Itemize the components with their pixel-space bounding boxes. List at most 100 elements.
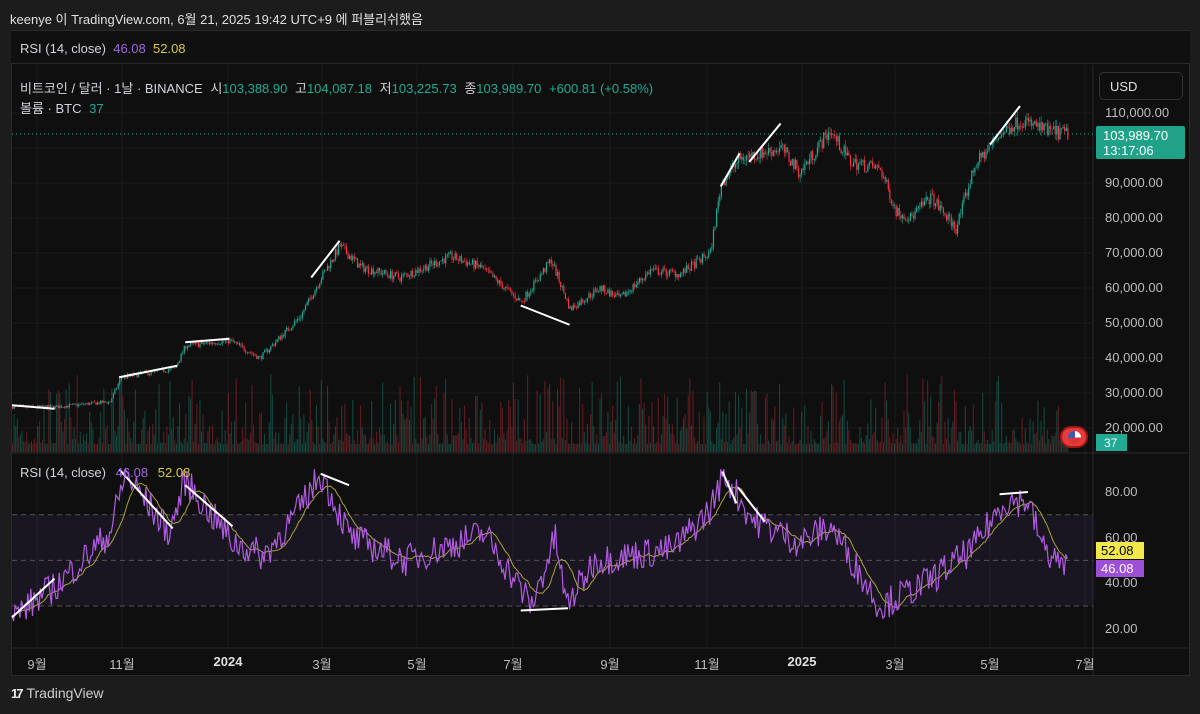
price-trendline[interactable] [719, 152, 741, 187]
volume-bar [539, 394, 541, 452]
candle [230, 338, 233, 342]
volume-bar [327, 385, 329, 452]
price-trendline[interactable] [989, 105, 1021, 146]
candle [766, 150, 768, 160]
candle [867, 163, 869, 173]
volume-bar [648, 416, 650, 452]
candle [717, 196, 719, 214]
candle [367, 263, 370, 278]
price-trendline[interactable] [748, 122, 782, 163]
volume-bar [579, 388, 581, 452]
candles [12, 111, 1069, 410]
candle [331, 259, 333, 264]
volume-bar [1046, 429, 1048, 452]
volume-bar [108, 443, 110, 452]
volume-bar [459, 407, 461, 452]
tradingview-logo[interactable]: 17 TradingView [11, 685, 104, 701]
volume-bar [314, 443, 316, 452]
tradingview-logo-icon: 17 [11, 685, 24, 701]
candle [582, 298, 584, 304]
candle [238, 341, 240, 347]
price-trendline[interactable] [185, 337, 230, 344]
volume-bar [771, 418, 773, 452]
volume-bar [150, 443, 152, 452]
volume-bar [426, 436, 428, 452]
price-tick: 20,000.00 [1105, 420, 1163, 435]
price-trendline[interactable] [118, 364, 178, 379]
volume-bar [363, 433, 365, 452]
candle [599, 285, 601, 293]
volume-bar [248, 440, 250, 452]
rsi-trendline[interactable] [520, 607, 569, 612]
volume-bar [990, 443, 992, 452]
volume-bar [375, 431, 377, 452]
rsi-trendline[interactable] [999, 491, 1028, 496]
candle [788, 149, 790, 167]
price-trendline[interactable] [310, 240, 341, 279]
volume-bar [476, 395, 478, 452]
volume-bar [794, 443, 796, 452]
volume-bar [278, 432, 280, 452]
volume-bar [755, 391, 757, 452]
candle [186, 344, 189, 351]
candle [607, 287, 609, 294]
candle [315, 285, 318, 294]
candle [837, 133, 839, 146]
candle [640, 277, 642, 284]
volume-bar [30, 441, 32, 452]
volume-bar [21, 430, 23, 452]
us-flag-icon[interactable] [1060, 426, 1088, 448]
rsi-trendline[interactable] [184, 484, 234, 527]
symbol-name[interactable]: 비트코인 / 달러 · 1날 · BINANCE [20, 81, 203, 96]
rsi-trendline[interactable] [118, 468, 174, 530]
rsi-trendline[interactable] [320, 472, 350, 487]
volume-bar [651, 401, 653, 452]
candle [292, 325, 294, 331]
price-trendline[interactable] [520, 304, 570, 326]
rsi-label[interactable]: RSI (14, close) [20, 465, 106, 480]
volume-bar [898, 442, 900, 452]
volume-bar [180, 441, 182, 452]
candle [70, 403, 72, 405]
high-label: 고 [294, 81, 307, 96]
volume-bar [938, 402, 940, 452]
candle [667, 271, 669, 280]
candle [805, 160, 807, 166]
candle [441, 256, 444, 265]
currency-button[interactable]: USD [1099, 72, 1183, 100]
candle [934, 202, 937, 210]
candle [739, 150, 741, 160]
candle [149, 373, 151, 377]
candle [495, 275, 497, 282]
volume-bar [119, 376, 121, 452]
candle [56, 405, 58, 407]
candle [194, 341, 196, 346]
candle [1062, 124, 1064, 129]
candle [457, 258, 459, 264]
volume-bar [257, 443, 259, 452]
volume-bar [739, 427, 741, 452]
volume-bar [1032, 420, 1034, 452]
candle [854, 153, 856, 164]
volume-bar [45, 443, 47, 452]
candle [601, 285, 603, 295]
volume-bar [193, 441, 195, 452]
rsi-trendline[interactable] [11, 577, 56, 619]
candle [920, 197, 922, 209]
volume-bar [40, 442, 42, 452]
rsi-trendline[interactable] [737, 486, 766, 523]
last-price: 103,989.70 [1103, 128, 1169, 143]
volume-bar [705, 443, 707, 452]
volume-bar [934, 443, 937, 452]
candle [645, 270, 647, 282]
volume-bar [486, 440, 488, 452]
candle [799, 172, 801, 183]
volume-bar [19, 434, 21, 452]
volume-bar [616, 381, 618, 452]
candle [955, 224, 957, 236]
price-trendline[interactable] [11, 404, 55, 410]
rsi-trendline[interactable] [721, 471, 738, 504]
volume-bar [495, 442, 497, 452]
volume-bar [916, 443, 918, 452]
